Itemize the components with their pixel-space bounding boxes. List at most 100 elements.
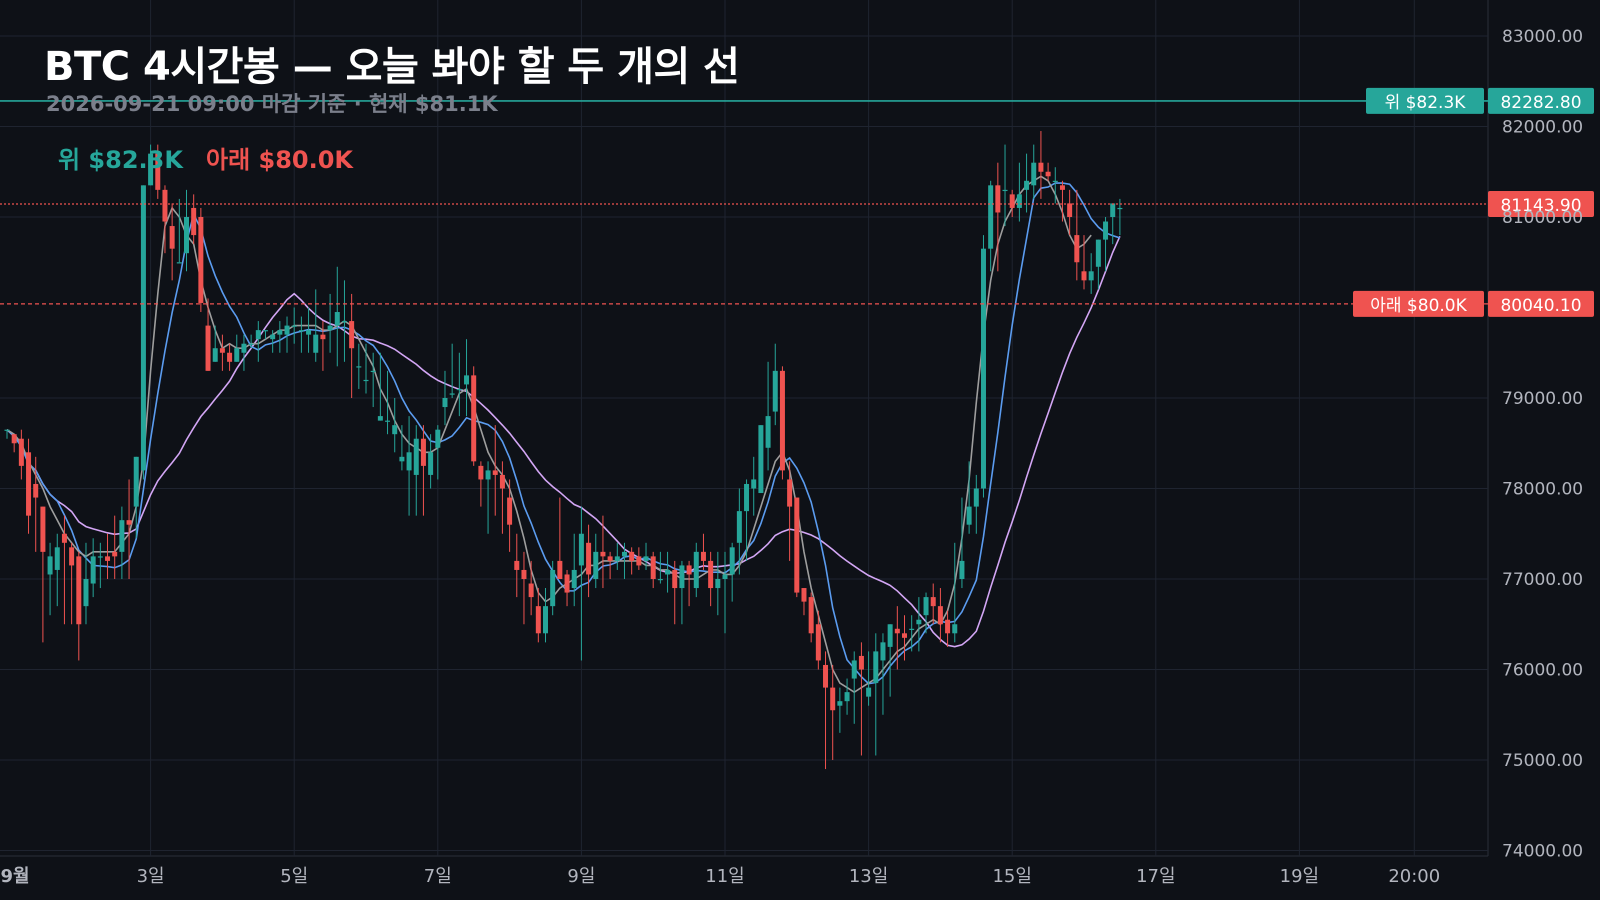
candle (945, 610, 951, 647)
candle-body (578, 533, 584, 566)
candle (1110, 203, 1116, 245)
candle (600, 515, 606, 589)
candle (643, 542, 649, 570)
candle (499, 461, 505, 534)
candle (241, 334, 247, 371)
candle (614, 542, 620, 570)
candle-body (255, 330, 261, 340)
price-levels: 82282.80 위 $82.3K 81143.90 80040.10 아래 $80.0… (0, 87, 1594, 317)
candle-body (399, 456, 405, 462)
candle-body (1024, 180, 1030, 190)
candle (887, 624, 893, 697)
candle-body (234, 348, 240, 362)
candle (262, 330, 268, 340)
candle-body (428, 452, 434, 475)
candle (277, 321, 283, 353)
candle (765, 361, 771, 471)
candle-body (356, 366, 362, 368)
candle-body (11, 434, 17, 444)
candle (650, 551, 656, 589)
candle (420, 425, 426, 516)
candle-body (600, 551, 606, 557)
candle-body (830, 687, 836, 711)
candle (657, 551, 663, 584)
candle (449, 343, 455, 398)
candle-body (672, 569, 678, 589)
candle (298, 316, 304, 353)
candle-body (815, 624, 821, 661)
candle (902, 615, 907, 661)
candle-body (456, 388, 462, 391)
candle-body (90, 556, 96, 584)
y-tick-label: 79000.00 (1502, 389, 1583, 409)
candle (528, 560, 534, 616)
candle (169, 203, 175, 281)
candle (700, 533, 706, 570)
candle-body (629, 551, 635, 561)
x-tick-label: 17일 (1136, 866, 1175, 887)
candle (514, 533, 520, 598)
upper-level-tag: 위 $82.3K (1385, 93, 1467, 113)
candle (33, 456, 39, 552)
candle-body (679, 565, 685, 589)
candle (909, 615, 915, 652)
candle-body (212, 348, 218, 362)
candle-body (1016, 194, 1022, 208)
candle (1095, 239, 1101, 290)
candle-body (557, 560, 563, 579)
candle (11, 434, 17, 453)
candle (83, 542, 89, 625)
candles (4, 131, 1123, 770)
candle (255, 321, 261, 362)
y-tick-label: 81000.00 (1502, 208, 1583, 228)
candle (758, 425, 764, 494)
chart-title: BTC 4시간봉 — 오늘 봐야 할 두 개의 선 (44, 44, 740, 90)
candle-body (1095, 239, 1101, 267)
candle (370, 352, 376, 408)
candle-body (973, 488, 979, 507)
candle (1045, 162, 1051, 181)
candle (184, 189, 189, 272)
candle-body (169, 226, 175, 249)
time-axis[interactable]: 9월 3일 5일 7일 9일 11일 13일 15일 17일 19일 20:00 (0, 866, 1440, 887)
candle-body (478, 465, 484, 480)
candle-body (341, 321, 347, 323)
candle-body (320, 334, 326, 340)
candle-body (392, 425, 398, 435)
candle (571, 533, 577, 607)
candle-body (550, 569, 556, 607)
candle-body (126, 520, 132, 525)
candle (830, 664, 836, 760)
candle-body (858, 655, 864, 670)
candle-body (449, 393, 455, 395)
candle-body (507, 497, 513, 525)
candle (54, 533, 60, 607)
candle (535, 588, 541, 643)
candle-body (471, 375, 477, 462)
price-axis[interactable]: 83000.00 82000.00 81000.00 79000.00 78000.00… (1502, 27, 1583, 862)
candle-body (744, 483, 750, 512)
candle-body (1103, 221, 1109, 240)
candle-body (844, 692, 850, 702)
candle-body (808, 597, 814, 634)
candle-body (176, 262, 182, 264)
candle-body (586, 542, 592, 575)
candle (471, 366, 477, 466)
candle (363, 343, 369, 394)
candle (772, 343, 778, 426)
candle (456, 352, 462, 417)
candle (815, 610, 821, 670)
candle (392, 398, 398, 453)
candle-body (966, 506, 972, 525)
upper-level-tag-bg (1366, 87, 1484, 114)
candle (722, 551, 728, 634)
y-tick-label: 78000.00 (1502, 480, 1583, 500)
candle (356, 343, 362, 389)
candle-body (83, 579, 89, 607)
y-tick-label: 76000.00 (1502, 661, 1583, 681)
candle-body (442, 398, 448, 408)
candle (76, 551, 82, 661)
y-tick-label: 74000.00 (1502, 842, 1583, 862)
candle-body (1117, 207, 1123, 210)
